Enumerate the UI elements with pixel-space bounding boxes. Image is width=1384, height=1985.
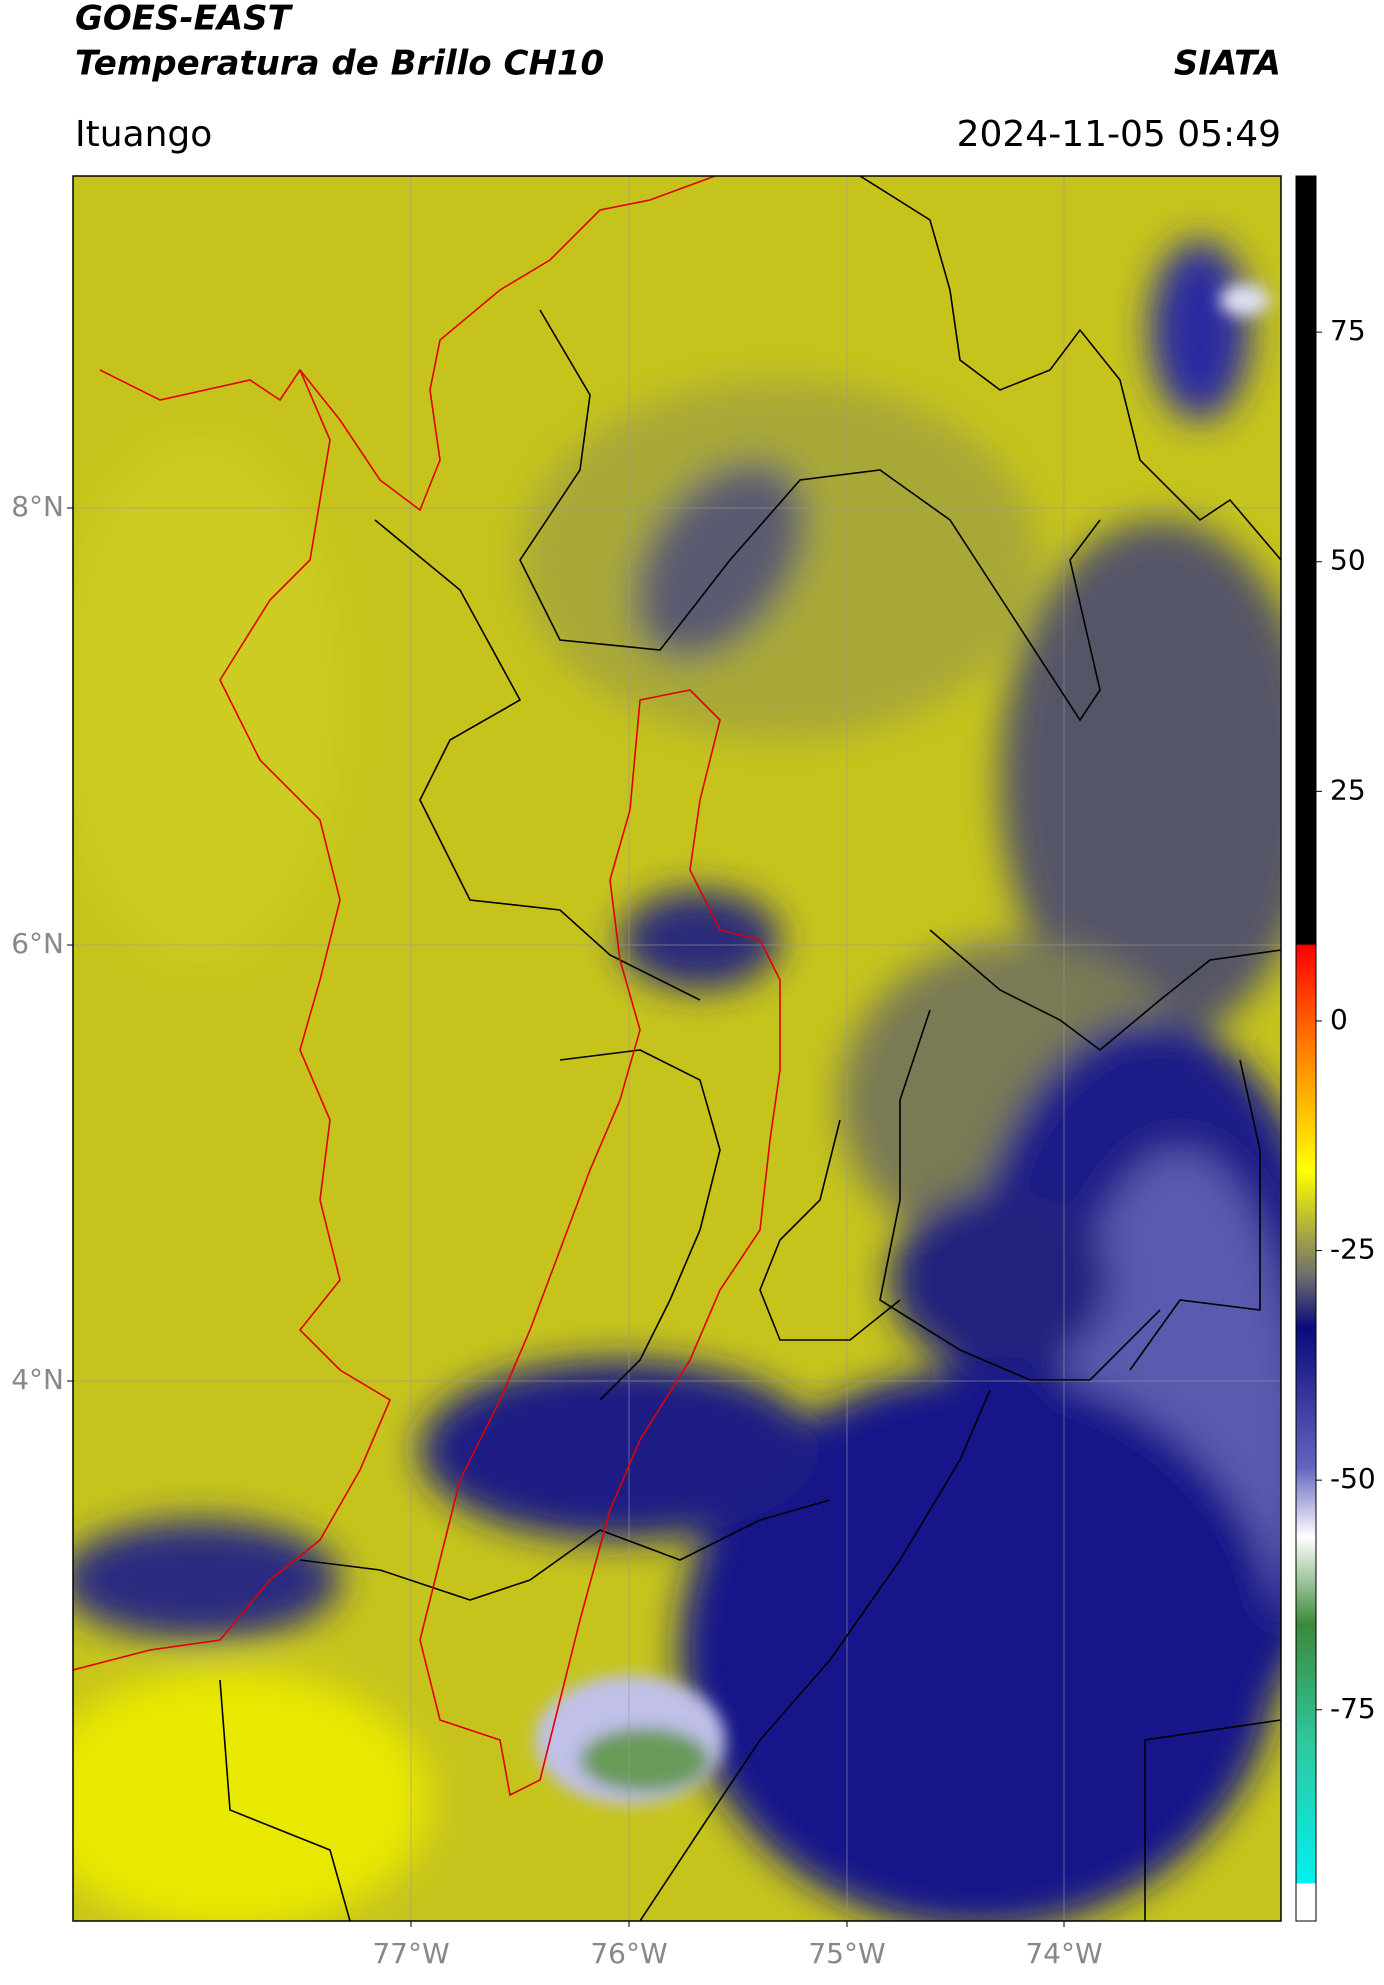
brand: SIATA — [1174, 44, 1281, 84]
lat-label: 8°N — [11, 490, 64, 523]
colorbar — [1295, 175, 1317, 1922]
title: GOES-EAST — [75, 0, 294, 39]
lat-label: 4°N — [11, 1363, 64, 1396]
lat-label: 6°N — [11, 927, 64, 960]
colorbar-tick-label: -75 — [1330, 1692, 1376, 1725]
datetime: 2024-11-05 05:49 — [957, 114, 1281, 155]
map-frame — [72, 175, 1282, 1922]
colorbar-tick-label: 0 — [1330, 1003, 1348, 1036]
lon-label: 77°W — [372, 1937, 449, 1970]
colorbar-tick-label: 75 — [1330, 314, 1366, 347]
colorbar-tick-label: 50 — [1330, 544, 1366, 577]
subtitle: Temperatura de Brillo CH10 — [75, 44, 604, 84]
colorbar-tick-label: -50 — [1330, 1462, 1376, 1495]
satellite-image — [73, 176, 1281, 1921]
region: Ituango — [75, 114, 212, 155]
lon-label: 75°W — [808, 1937, 885, 1970]
lon-label: 76°W — [590, 1937, 667, 1970]
lon-label: 74°W — [1025, 1937, 1102, 1970]
colorbar-tick-label: 25 — [1330, 773, 1366, 806]
colorbar-tick-label: -25 — [1330, 1233, 1376, 1266]
